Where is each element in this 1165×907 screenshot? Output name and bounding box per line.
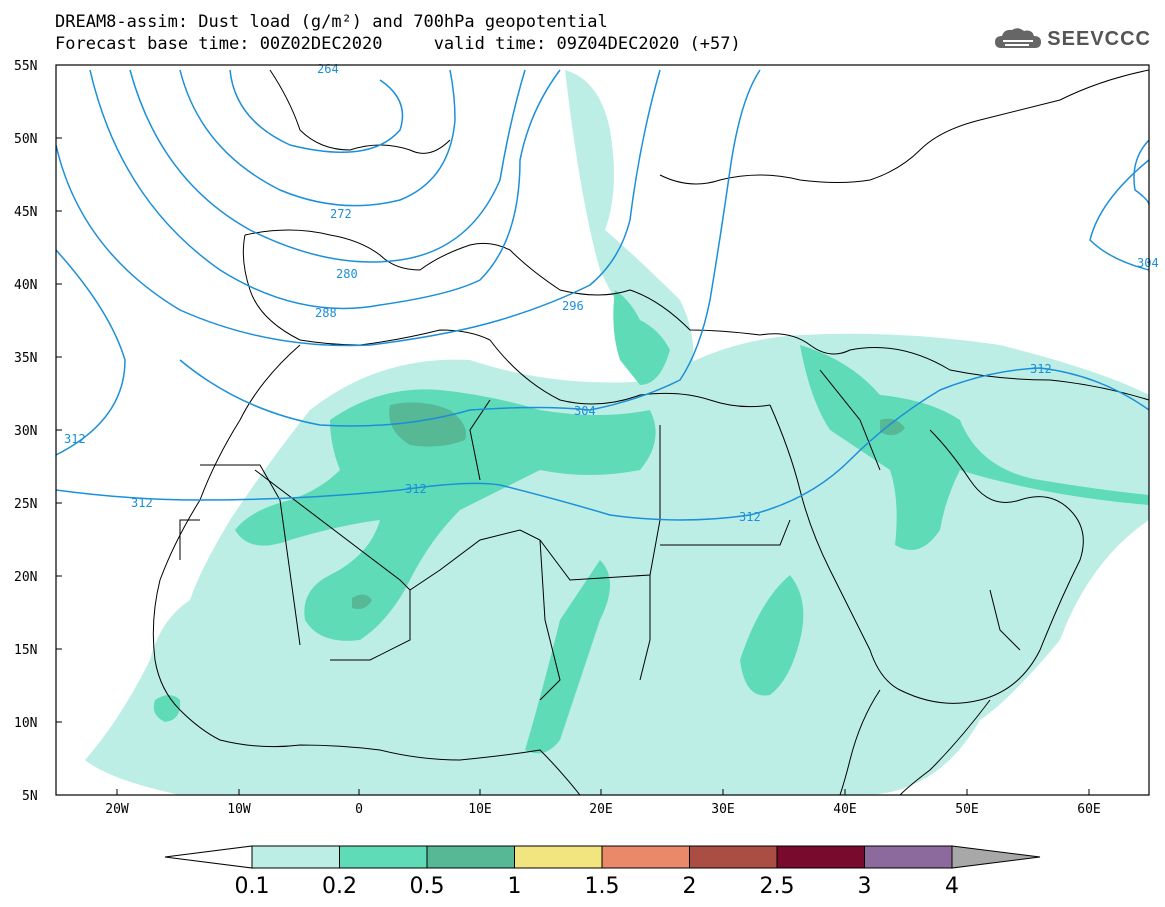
lat-label: 35N	[14, 351, 37, 366]
colorbar-label: 4	[945, 874, 959, 899]
logo-text: SEEVCCC	[1047, 27, 1151, 50]
colorbar-cell	[251, 845, 340, 869]
colorbar-cell	[864, 845, 953, 869]
colorbar: 0.1 0.2 0.5 1 1.5 2 2.5 3 4	[164, 845, 1041, 899]
contour-label: 312	[1030, 362, 1052, 376]
lat-label: 10N	[14, 716, 37, 731]
colorbar-label: 1.5	[585, 874, 620, 899]
colorbar-label: 1	[508, 874, 522, 899]
lat-label: 30N	[14, 424, 37, 439]
contour-label: 304	[574, 404, 596, 418]
lat-label: 55N	[14, 59, 37, 74]
axis-ticks	[56, 64, 1090, 795]
lon-label: 0	[355, 802, 363, 817]
contour-label: 312	[64, 432, 86, 446]
longitude-labels: 20W 10W 0 10E 20E 30E 40E 50E 60E	[105, 802, 1100, 817]
colorbar-label: 3	[858, 874, 872, 899]
lon-label: 10E	[468, 802, 491, 817]
contour-label: 296	[562, 299, 584, 313]
lat-label: 20N	[14, 570, 37, 585]
colorbar-cell	[601, 845, 690, 869]
lon-label: 20W	[105, 802, 129, 817]
lat-label: 50N	[14, 132, 37, 147]
lon-label: 30E	[711, 802, 734, 817]
geopotential-contours	[56, 69, 1149, 521]
lon-label: 40E	[833, 802, 856, 817]
chart-title: DREAM8-assim: Dust load (g/m²) and 700hP…	[55, 12, 608, 32]
seevccc-logo: SEEVCCC	[993, 26, 1151, 52]
colorbar-label: 0.5	[410, 874, 445, 899]
colorbar-under-arrow	[164, 845, 253, 869]
political-borders	[179, 369, 1021, 701]
contour-label: 312	[131, 496, 153, 510]
lat-label: 40N	[14, 278, 37, 293]
colorbar-cell	[776, 845, 865, 869]
contour-label: 304	[1137, 256, 1159, 270]
lon-label: 60E	[1077, 802, 1100, 817]
colorbar-cell	[426, 845, 515, 869]
lon-label: 20E	[589, 802, 612, 817]
dust-dark-region	[352, 402, 905, 609]
cloud-icon	[995, 28, 1042, 48]
colorbar-cell	[689, 845, 778, 869]
contour-label: 264	[317, 62, 339, 76]
forecast-time-line: Forecast base time: 00Z02DEC2020 valid t…	[55, 34, 741, 54]
dust-medium-region	[153, 290, 1149, 754]
lat-label: 5N	[22, 789, 38, 804]
contour-label: 288	[315, 306, 337, 320]
latitude-labels: 55N 50N 45N 40N 35N 30N 25N 20N 15N 10N …	[14, 59, 38, 804]
lon-label: 10W	[227, 802, 251, 817]
colorbar-label: 0.2	[322, 874, 357, 899]
colorbar-label: 0.1	[235, 874, 270, 899]
contour-label: 312	[405, 482, 427, 496]
colorbar-label: 2.5	[760, 874, 795, 899]
lon-label: 50E	[955, 802, 978, 817]
contour-label: 280	[336, 267, 358, 281]
colorbar-cell	[514, 845, 603, 869]
lat-label: 45N	[14, 205, 37, 220]
coastlines	[152, 69, 1149, 795]
lat-label: 25N	[14, 497, 37, 512]
contour-label: 312	[739, 510, 761, 524]
contour-label: 272	[330, 207, 352, 221]
colorbar-cell	[339, 845, 428, 869]
colorbar-label: 2	[683, 874, 697, 899]
lat-label: 15N	[14, 643, 37, 658]
contour-labels: 264 272 280 288 296 304 312 312 312 312 …	[64, 62, 1159, 524]
colorbar-over-arrow	[951, 845, 1041, 869]
